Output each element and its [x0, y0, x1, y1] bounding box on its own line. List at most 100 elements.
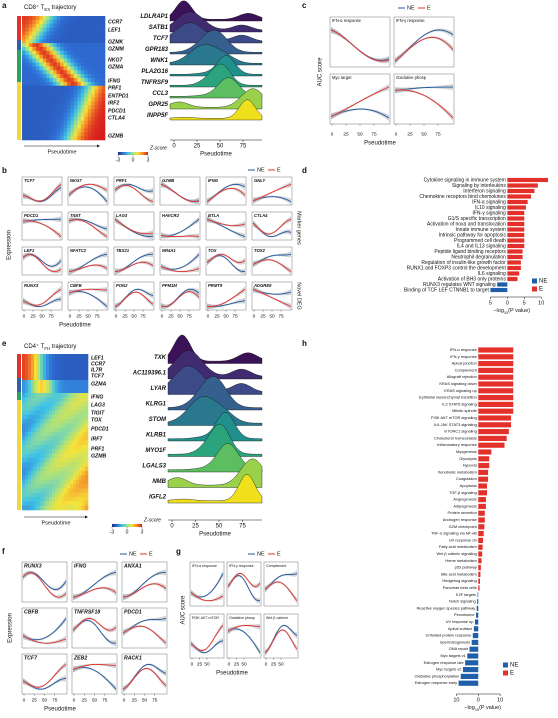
heatmap-cell — [60, 78, 64, 83]
heatmap-cell — [39, 78, 44, 83]
heatmap-cell — [64, 380, 68, 385]
heatmap-cell — [46, 505, 50, 511]
heatmap-cell — [101, 19, 106, 25]
heatmap-cell — [34, 436, 38, 441]
legend-label: E — [277, 167, 281, 173]
title-part: (P value) — [479, 705, 501, 711]
heatmap-cell — [22, 116, 26, 121]
colorbar-tick-label: 3 — [141, 529, 144, 535]
heatmap-cell — [46, 410, 50, 415]
heatmap-cell — [42, 81, 47, 87]
bar — [507, 249, 523, 254]
heatmap-cell — [82, 423, 86, 428]
heatmap-cell — [28, 358, 32, 363]
heatmap-cell — [64, 388, 68, 394]
heatmap-cell — [25, 31, 30, 36]
trend-line — [22, 572, 67, 598]
heatmap-cell — [49, 423, 53, 428]
x-tick-label: 25 — [343, 131, 349, 137]
heatmap-cell — [46, 423, 50, 428]
heatmap-cell — [31, 462, 35, 467]
heatmap-cell — [60, 101, 64, 106]
heatmap-cell — [40, 471, 44, 476]
trend-line — [122, 668, 167, 690]
bar — [473, 626, 479, 632]
legend-label: NE — [257, 551, 265, 557]
heatmap-cell — [49, 74, 54, 79]
heatmap-cell — [25, 505, 29, 511]
axis-title: Pseudotime — [41, 520, 70, 526]
plot-frame — [329, 73, 391, 125]
heatmap-cell — [73, 488, 77, 493]
heatmap-cell — [42, 19, 47, 25]
heatmap-cell — [32, 66, 37, 71]
heatmap-cell — [70, 39, 75, 44]
heatmap-cell — [73, 397, 77, 402]
heatmap-cell — [77, 35, 82, 40]
heatmap-cell — [22, 120, 26, 125]
heatmap-cell — [58, 440, 62, 446]
heatmap-cell — [35, 16, 40, 21]
heatmap-cell — [35, 58, 40, 63]
confidence-band — [123, 582, 166, 601]
heatmap-cell — [46, 50, 50, 56]
x-tick-label: 25 — [214, 313, 220, 319]
heatmap-cell — [94, 23, 99, 28]
heatmap-cell — [79, 445, 83, 450]
category-label: Heme metabolism — [445, 558, 476, 563]
heatmap-cell — [85, 488, 89, 493]
heatmap-cell — [32, 132, 37, 137]
heatmap-cell — [40, 423, 44, 428]
legend-label: E — [149, 551, 153, 557]
confidence-band — [161, 232, 199, 240]
heatmap-cell — [49, 367, 53, 372]
heatmap-cell — [22, 393, 26, 398]
heatmap-cell — [91, 16, 95, 21]
heatmap-cell — [70, 74, 75, 79]
heatmap-cell — [49, 471, 53, 476]
heatmap-cell — [56, 54, 61, 59]
heatmap-cell — [64, 458, 68, 463]
heatmap-cell — [70, 401, 74, 407]
heatmap-cell — [25, 112, 30, 118]
heatmap-cell — [79, 388, 83, 394]
heatmap-cell — [46, 406, 50, 411]
heatmap-cell — [31, 406, 35, 411]
heatmap-cell — [32, 58, 37, 63]
heatmap-cell — [73, 89, 78, 94]
heatmap-cell — [28, 393, 32, 398]
gene-label: IFNG — [108, 78, 120, 84]
heatmap-cell — [79, 458, 83, 463]
heatmap-cell — [34, 505, 38, 511]
heatmap-cell — [55, 432, 59, 437]
trend-line — [190, 625, 224, 651]
category-label: Androgen response — [443, 517, 477, 522]
heatmap-cell — [87, 97, 92, 102]
panel-title: −log10(P value) — [493, 308, 530, 315]
heatmap-cell — [80, 78, 85, 83]
heatmap-cell — [61, 458, 65, 463]
heatmap-cell — [55, 358, 59, 363]
heatmap-cell — [43, 462, 47, 467]
category-label: Myc targets v1 — [441, 653, 466, 658]
heatmap-cell — [35, 116, 40, 121]
heatmap-cell — [101, 120, 106, 125]
trend-line — [264, 629, 298, 654]
bar — [478, 585, 480, 591]
trend-line — [114, 261, 154, 273]
heatmap-cell — [49, 97, 54, 102]
gene-label: LDLRAP1 — [140, 14, 168, 20]
bar — [507, 254, 523, 260]
confidence-band — [265, 570, 297, 593]
heatmap-cell — [25, 458, 29, 463]
heatmap-cell — [34, 449, 38, 454]
heatmap-cell — [46, 81, 50, 87]
panel-label: f — [2, 547, 5, 556]
heatmap-cell — [25, 124, 30, 129]
heatmap-cell — [64, 414, 68, 420]
bar — [507, 188, 535, 194]
trend-line — [72, 663, 116, 671]
heatmap-cell — [52, 358, 56, 363]
heatmap-cell — [73, 35, 78, 40]
heatmap-cell — [61, 397, 65, 402]
